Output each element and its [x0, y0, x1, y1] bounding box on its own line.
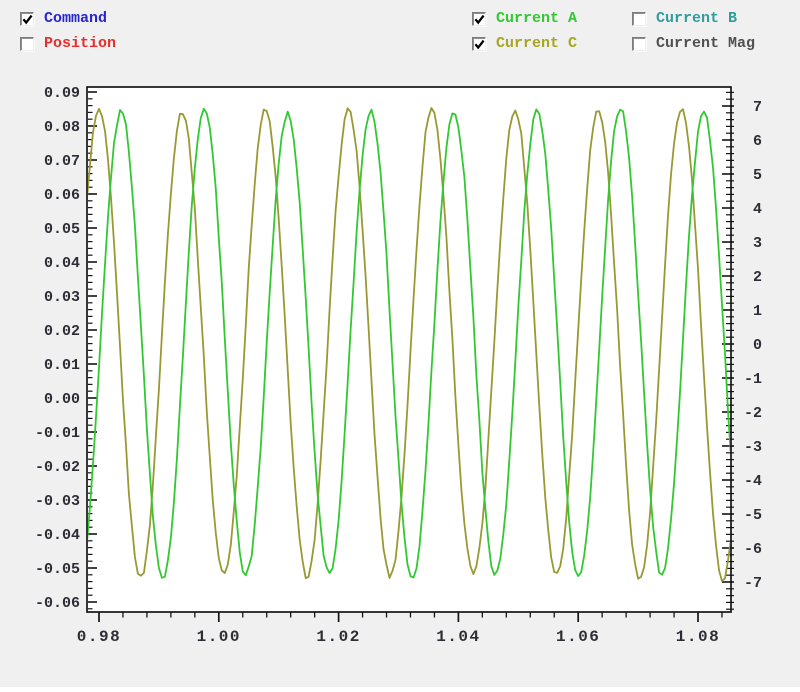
checkbox-item-current-b[interactable]: Current B [632, 11, 737, 27]
plot-border [86, 86, 732, 613]
x-axis-labels: 0.98 1.00 1.02 1.04 1.06 1.08 [77, 628, 720, 646]
left-axis-ticks [88, 91, 97, 610]
x-axis-labels-label: 1.08 [676, 628, 720, 646]
x-axis-labels-label: 1.02 [316, 628, 360, 646]
left-axis-labels-label: -0.06 [35, 595, 80, 612]
right-axis-labels-label: 3 [753, 235, 762, 252]
checkbox-position[interactable] [20, 37, 34, 51]
right-axis-labels-label: 6 [753, 133, 762, 150]
left-axis-labels-label: 0.01 [44, 357, 80, 374]
left-axis-labels-label: -0.02 [35, 459, 80, 476]
x-axis-labels-label: 1.00 [197, 628, 241, 646]
checkbox-item-current-mag[interactable]: Current Mag [632, 36, 755, 52]
left-axis-labels-label: -0.03 [35, 493, 80, 510]
checkbox-label-command: Command [44, 10, 108, 27]
right-axis-labels-label: 5 [753, 167, 762, 184]
checkbox-item-command[interactable]: Command [20, 11, 107, 27]
left-axis-labels-label: 0.00 [44, 391, 80, 408]
right-axis-labels-label: 0 [753, 337, 762, 354]
check-icon [22, 14, 33, 24]
left-axis-labels-label: 0.07 [44, 153, 80, 170]
right-axis-labels-label: -4 [744, 473, 762, 490]
checkbox-label-current-a: Current A [496, 10, 578, 27]
right-axis-labels: 7 6 5 4 3 2 1 0 -1 -2 -3 -4 -5 -6 -7 [744, 99, 762, 592]
left-axis-labels-label: 0.08 [44, 119, 80, 136]
right-axis-labels-label: -6 [744, 541, 762, 558]
left-axis-labels: 0.09 0.08 0.07 0.06 0.05 0.04 0.03 0.02 0.01 0.00… [35, 85, 80, 612]
checkbox-label-current-c: Current C [496, 35, 578, 52]
checkbox-item-current-c[interactable]: Current C [472, 36, 577, 52]
right-axis-labels-label: 1 [753, 303, 762, 320]
right-axis-labels-label: -5 [744, 507, 762, 524]
right-axis-labels-label: 4 [753, 201, 762, 218]
x-axis-labels-label: 1.06 [556, 628, 600, 646]
checkbox-item-position[interactable]: Position [20, 36, 116, 52]
left-axis-labels-label: -0.05 [35, 561, 80, 578]
left-axis-labels-label: 0.06 [44, 187, 80, 204]
right-axis-labels-label: -2 [744, 405, 762, 422]
checkbox-item-current-a[interactable]: Current A [472, 11, 577, 27]
left-axis-labels-label: 0.03 [44, 289, 80, 306]
right-axis-labels-label: -3 [744, 439, 762, 456]
series-current-c [88, 107, 730, 582]
left-axis-labels-label: 0.02 [44, 323, 80, 340]
right-axis-labels-label: 2 [753, 269, 762, 286]
right-axis-labels-label: -1 [744, 371, 762, 388]
checkbox-current-c[interactable] [472, 37, 486, 51]
legend: Command Position Current A Current C Cur… [0, 0, 800, 64]
checkbox-label-current-mag: Current Mag [656, 35, 756, 52]
checkbox-label-position: Position [44, 35, 117, 52]
right-axis-ticks [722, 91, 734, 610]
check-icon [474, 14, 485, 24]
left-axis-labels-label: -0.01 [35, 425, 80, 442]
series-current-a [88, 107, 730, 579]
left-axis-labels-label: 0.09 [44, 85, 80, 102]
checkbox-current-mag[interactable] [632, 37, 646, 51]
checkbox-label-current-b: Current B [656, 10, 738, 27]
x-axis-labels-label: 1.04 [436, 628, 480, 646]
left-axis-labels-label: 0.04 [44, 255, 80, 272]
checkbox-current-b[interactable] [632, 12, 646, 26]
x-axis-labels-label: 0.98 [77, 628, 121, 646]
checkbox-current-a[interactable] [472, 12, 486, 26]
right-axis-labels-label: 7 [753, 99, 762, 116]
right-axis-labels-label: -7 [744, 575, 762, 592]
left-axis-labels-label: 0.05 [44, 221, 80, 238]
check-icon [474, 39, 485, 49]
left-axis-labels-label: -0.04 [35, 527, 80, 544]
checkbox-command[interactable] [20, 12, 34, 26]
x-axis-ticks [98, 612, 723, 622]
